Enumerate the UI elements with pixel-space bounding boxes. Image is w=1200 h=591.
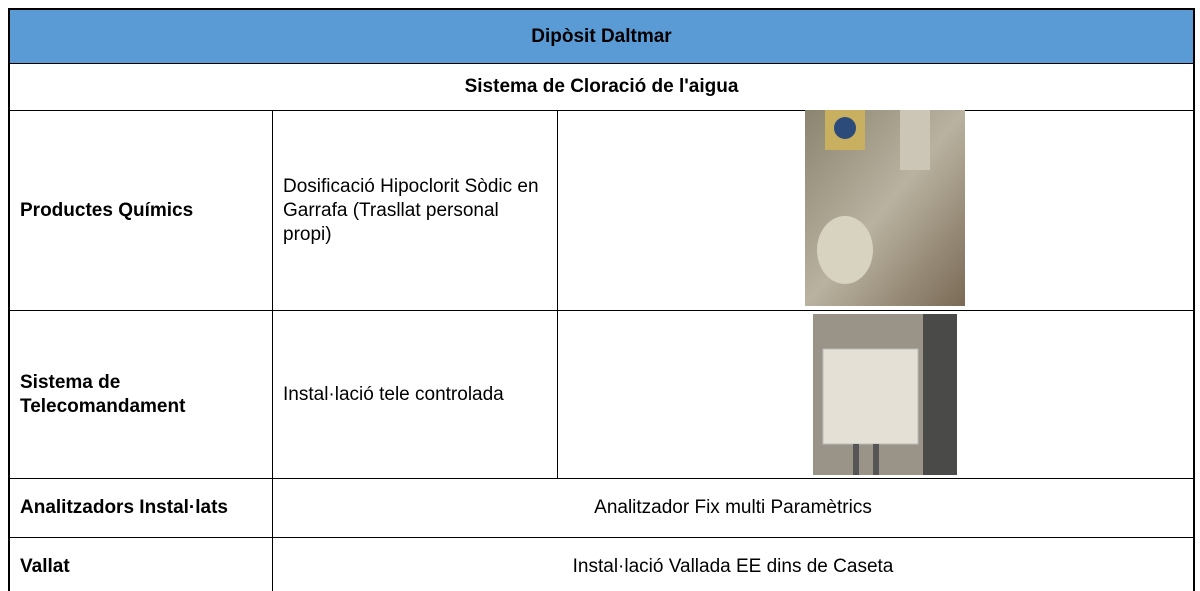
row-description: Analitzador Fix multi Paramètrics — [272, 478, 1195, 538]
photo — [813, 314, 957, 475]
row-label: Analitzadors Instal·lats — [8, 478, 273, 538]
photo — [805, 110, 965, 306]
row-label: Vallat — [8, 537, 273, 591]
row-description: Instal·lació tele controlada — [272, 310, 558, 479]
header-subtitle: Sistema de Cloració de l'aigua — [8, 63, 1195, 111]
row-label: Productes Químics — [8, 110, 273, 311]
row-description: Dosificació Hipoclorit Sòdic en Garrafa … — [272, 110, 558, 311]
row-label: Sistema de Telecomandament — [8, 310, 273, 479]
header-title: Dipòsit Daltmar — [8, 8, 1195, 64]
row-description: Instal·lació Vallada EE dins de Caseta — [272, 537, 1195, 591]
